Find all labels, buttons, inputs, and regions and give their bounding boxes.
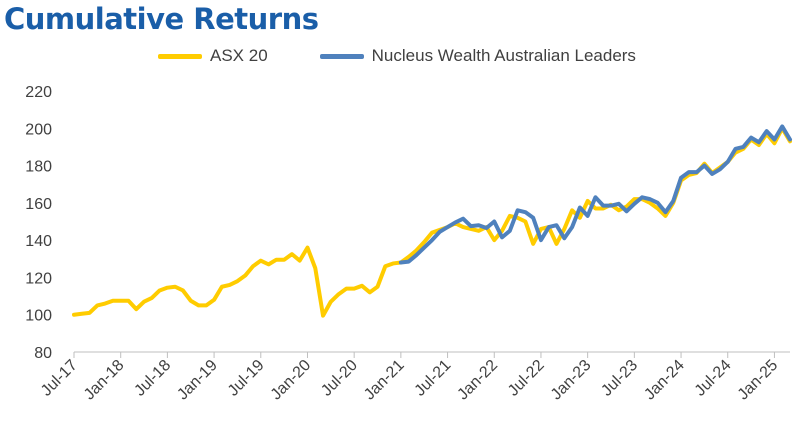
x-tick-label: Jan-20 <box>268 357 315 404</box>
legend-swatch-nucleus <box>319 53 364 59</box>
x-tick-label: Jul-20 <box>318 357 361 400</box>
x-tick-label: Jan-23 <box>548 357 595 404</box>
x-tick-label: Jan-25 <box>735 357 782 404</box>
chart-legend: ASX 20 Nucleus Wealth Australian Leaders <box>158 46 688 66</box>
x-tick-label: Jan-18 <box>81 357 128 404</box>
x-tick-label: Jul-17 <box>38 357 81 400</box>
x-tick-label: Jul-19 <box>225 357 268 400</box>
series-line-nucleus <box>398 124 792 265</box>
legend-label-nucleus: Nucleus Wealth Australian Leaders <box>371 46 636 65</box>
y-tick-label: 120 <box>25 270 52 287</box>
x-tick-label: Jan-21 <box>361 357 408 404</box>
x-axis-ticks: Jul-17 Jan-18 Jul-18 Jan-19 Jul-19 Jan-20 Jul-… <box>38 352 781 403</box>
x-tick-label: Jul-22 <box>505 357 548 400</box>
legend-item-nucleus: Nucleus Wealth Australian Leaders <box>319 46 636 66</box>
y-tick-label: 100 <box>25 308 52 325</box>
y-tick-label: 140 <box>25 233 52 250</box>
x-tick-label: Jan-24 <box>641 357 688 404</box>
x-tick-label: Jul-21 <box>412 357 455 400</box>
y-tick-label: 160 <box>25 196 52 213</box>
y-tick-label: 80 <box>34 345 52 362</box>
y-axis-ticks: 80 100 120 140 160 180 200 220 <box>25 84 52 362</box>
legend-swatch-asx20 <box>158 53 202 59</box>
series-layer <box>72 124 792 318</box>
x-tick-label: Jan-19 <box>174 357 221 404</box>
y-tick-label: 180 <box>25 159 52 176</box>
x-tick-label: Jul-18 <box>131 357 174 400</box>
y-tick-label: 220 <box>25 84 52 101</box>
y-tick-label: 200 <box>25 121 52 138</box>
chart-title: Cumulative Returns <box>4 2 319 36</box>
legend-label-asx20: ASX 20 <box>210 46 268 65</box>
series-line-asx20 <box>72 126 792 318</box>
x-tick-label: Jan-22 <box>454 357 501 404</box>
x-tick-label: Jul-24 <box>692 357 735 400</box>
x-tick-label: Jul-23 <box>598 357 641 400</box>
legend-item-asx20: ASX 20 <box>158 46 268 66</box>
